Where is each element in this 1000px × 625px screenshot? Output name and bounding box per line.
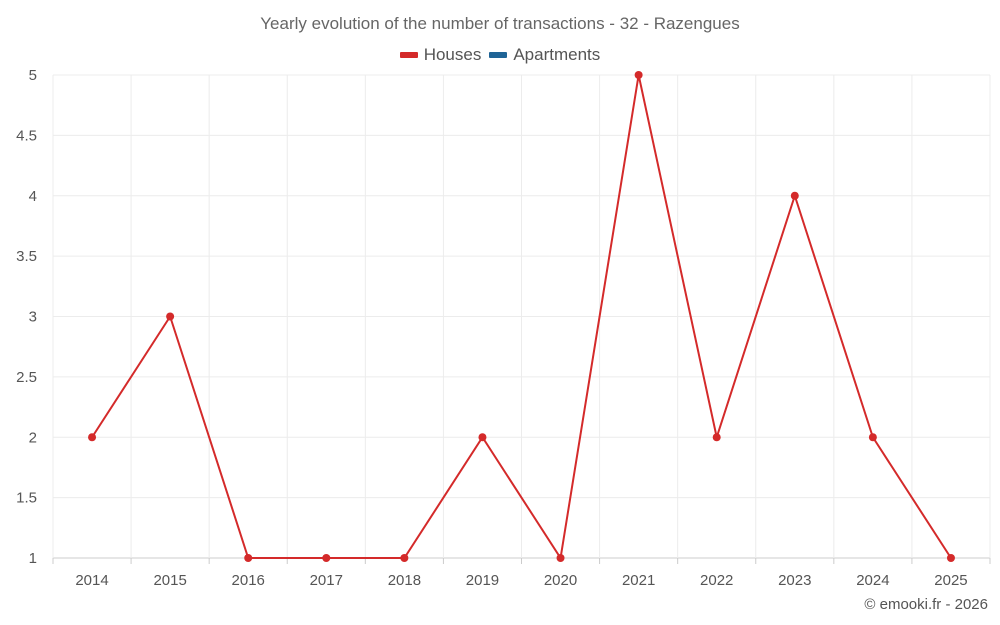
grid (52, 74, 991, 559)
y-tick-label: 5 (29, 67, 37, 84)
x-tick-label: 2020 (544, 572, 577, 589)
x-tick-label: 2019 (466, 572, 499, 589)
data-point-houses[interactable] (712, 433, 721, 442)
x-tick-label: 2025 (934, 572, 967, 589)
x-tick-label: 2022 (700, 572, 733, 589)
data-point-houses[interactable] (88, 433, 97, 442)
series-layer (88, 71, 955, 562)
legend-label-houses: Houses (423, 45, 482, 64)
legend: Houses Apartments (0, 45, 1000, 65)
x-tick-label: 2024 (856, 572, 889, 589)
y-tick-label: 3.5 (16, 248, 37, 265)
y-tick-label: 1.5 (16, 490, 37, 507)
x-tick-label: 2021 (622, 572, 655, 589)
y-tick-label: 4.5 (16, 127, 37, 144)
legend-swatch-apartments (489, 52, 508, 58)
data-point-houses[interactable] (556, 554, 565, 562)
x-tick-label: 2015 (153, 572, 186, 589)
y-tick-label: 1 (29, 550, 37, 567)
y-tick-label: 2.5 (16, 369, 37, 386)
y-tick-label: 2 (29, 429, 37, 446)
data-point-houses[interactable] (322, 554, 331, 562)
x-tick-label: 2016 (232, 572, 265, 589)
data-point-houses[interactable] (166, 312, 175, 321)
data-point-houses[interactable] (868, 433, 877, 442)
x-tick-label: 2023 (778, 572, 811, 589)
y-tick-label: 4 (29, 188, 37, 205)
credit-text: © emooki.fr - 2026 (864, 596, 988, 613)
axes: 1 1.5 2 2.5 3 3.5 4 4.5 5 2014 2015 2016 2017 2018 201… (16, 67, 991, 589)
legend-item-houses[interactable]: Houses (399, 45, 482, 65)
data-point-houses[interactable] (244, 554, 253, 562)
chart-title: Yearly evolution of the number of transa… (260, 14, 740, 33)
data-point-houses[interactable] (790, 191, 799, 200)
x-tick-label: 2017 (310, 572, 343, 589)
y-tick-label: 3 (29, 309, 37, 326)
x-tick-label: 2018 (388, 572, 421, 589)
data-point-houses[interactable] (400, 554, 409, 562)
data-point-houses[interactable] (946, 554, 955, 562)
legend-label-apartments: Apartments (513, 45, 601, 64)
data-point-houses[interactable] (478, 433, 487, 442)
legend-swatch-houses (399, 52, 418, 58)
x-tick-label: 2014 (75, 572, 108, 589)
series-line-houses (91, 74, 952, 561)
legend-item-apartments[interactable]: Apartments (489, 45, 600, 65)
data-point-houses[interactable] (634, 71, 643, 79)
